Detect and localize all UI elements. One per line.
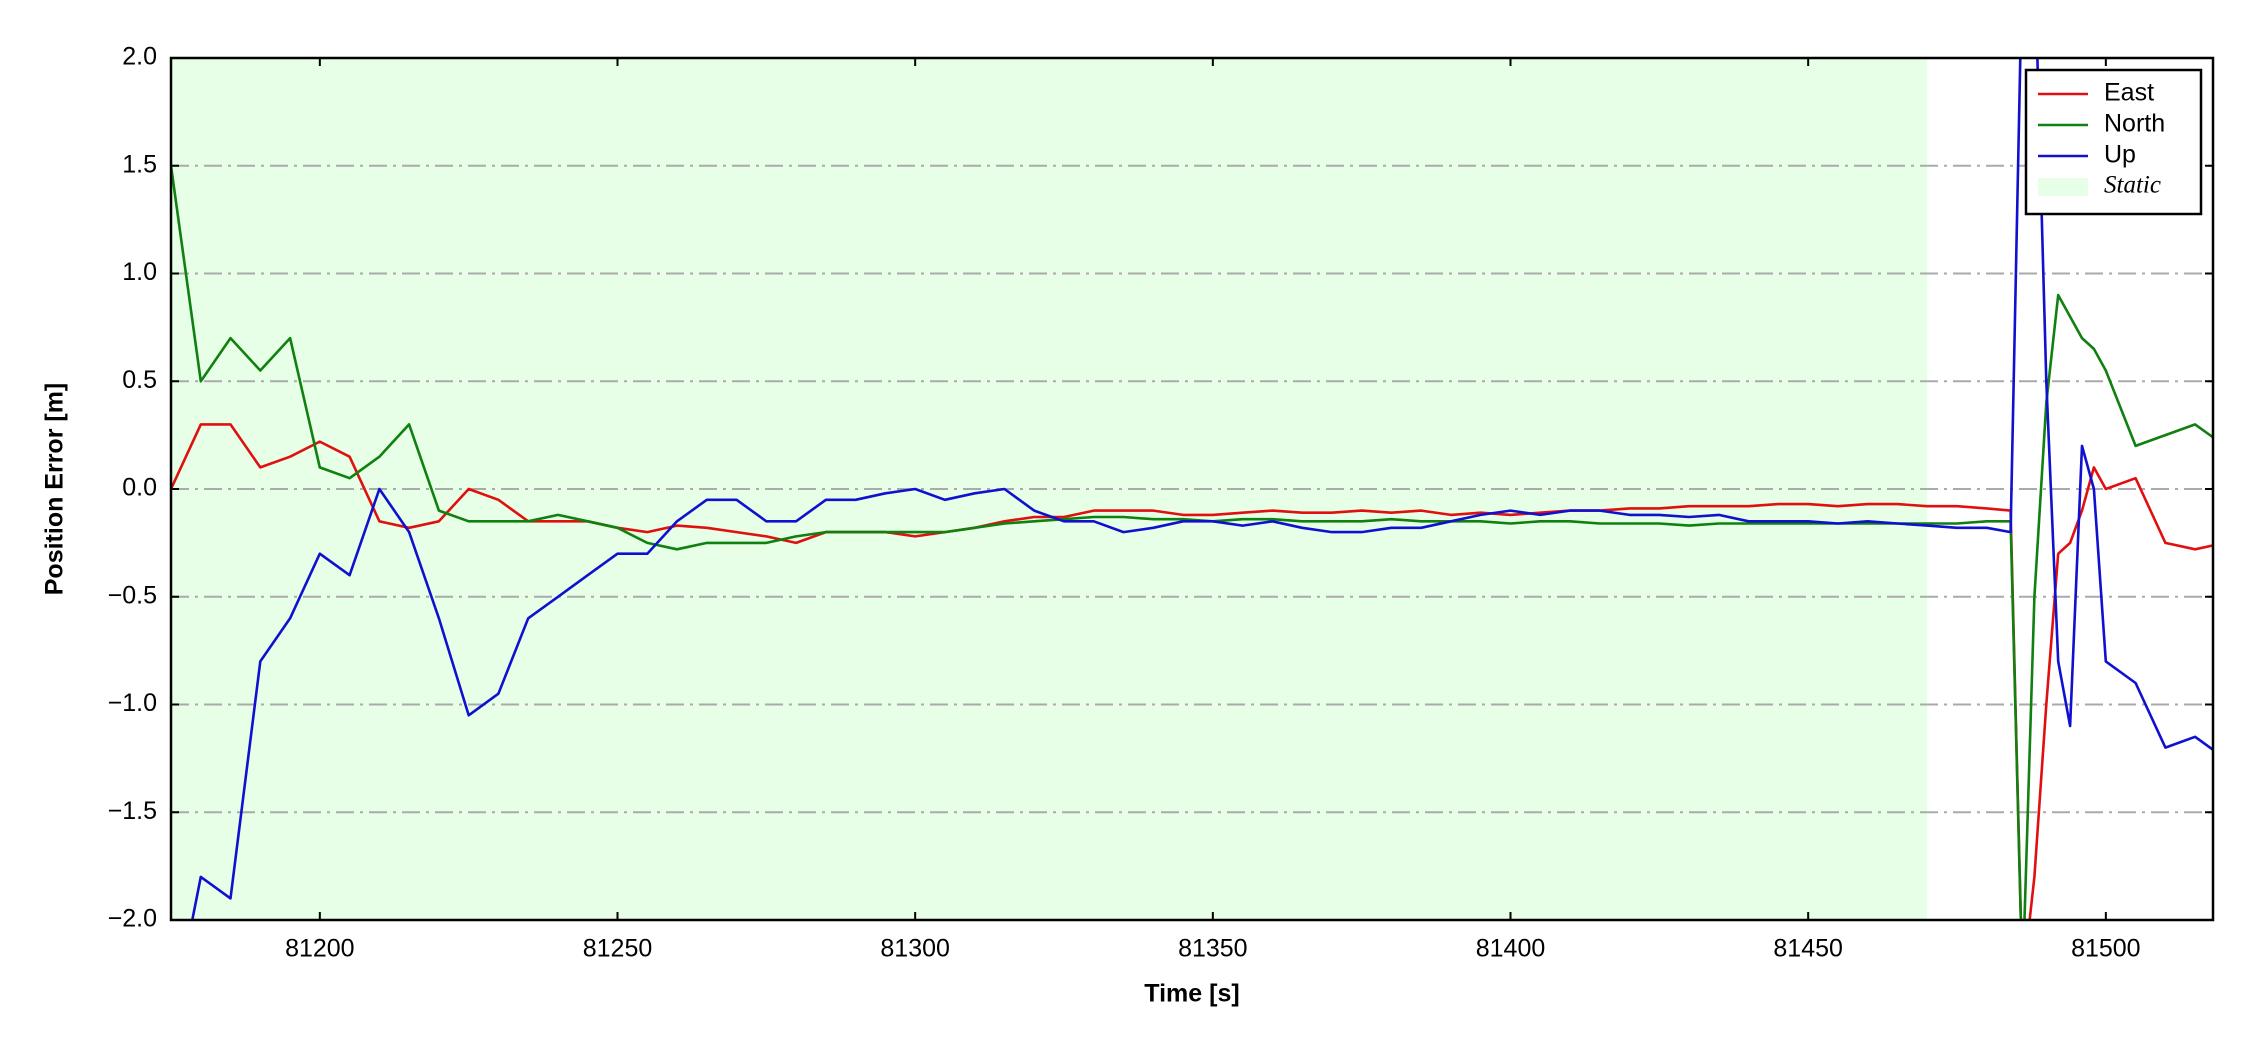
plot-frame (169, 56, 2215, 922)
legend-label: North (2104, 110, 2165, 138)
legend-swatch (2038, 178, 2088, 196)
x-axis-label: Time [s] (1144, 980, 1239, 1008)
y-tick-label: 0.0 (122, 474, 157, 502)
series-line (171, 423, 2213, 920)
y-tick-label: 1.5 (122, 150, 157, 178)
series-line (190, 58, 2213, 920)
x-tick-label: 81200 (285, 935, 355, 963)
y-tick-label: −1.0 (108, 689, 157, 717)
legend-label: East (2104, 79, 2154, 107)
x-tick-label: 81450 (1773, 935, 1843, 963)
y-tick-label: 0.5 (122, 366, 157, 394)
y-tick-label: 1.0 (122, 258, 157, 286)
x-tick-label: 81300 (880, 935, 950, 963)
legend-label: Up (2104, 141, 2136, 169)
legend-label: Static (2104, 172, 2161, 199)
series-line (171, 165, 2213, 920)
y-tick-label: −1.5 (108, 797, 157, 825)
x-tick-label: 81500 (2071, 935, 2141, 963)
y-tick-label: −2.0 (108, 905, 157, 933)
y-tick-label: 2.0 (122, 43, 157, 71)
x-tick-label: 81400 (1476, 935, 1546, 963)
y-axis-label: Position Error [m] (41, 383, 69, 596)
x-tick-label: 81250 (583, 935, 653, 963)
x-tick-label: 81350 (1178, 935, 1248, 963)
y-tick-label: −0.5 (108, 581, 157, 609)
